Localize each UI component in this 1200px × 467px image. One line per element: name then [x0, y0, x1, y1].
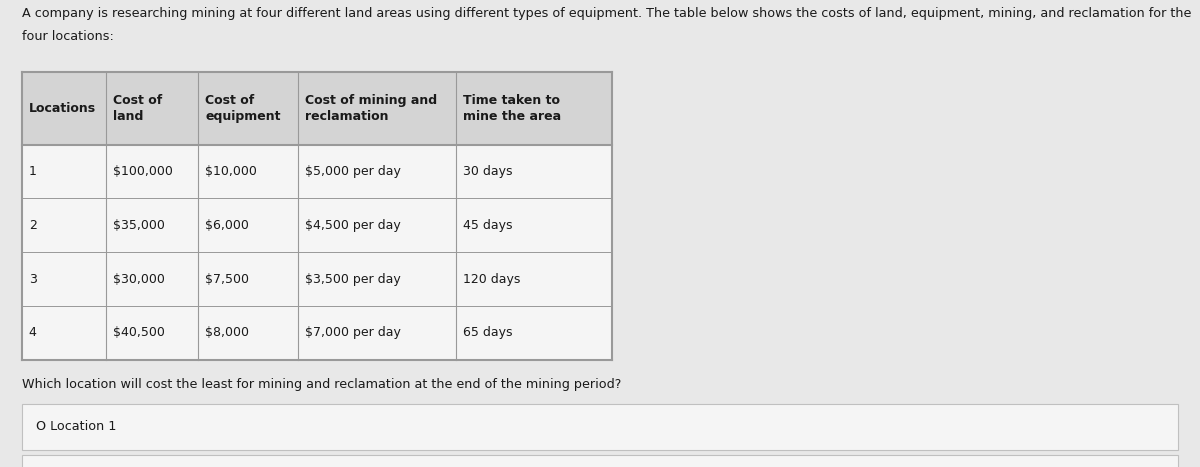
Text: Cost of mining and
reclamation: Cost of mining and reclamation [305, 94, 437, 123]
Text: 2: 2 [29, 219, 37, 232]
Text: 4: 4 [29, 326, 37, 339]
Text: $35,000: $35,000 [113, 219, 164, 232]
Text: A company is researching mining at four different land areas using different typ: A company is researching mining at four … [22, 7, 1190, 20]
Text: 30 days: 30 days [463, 165, 512, 178]
Text: 65 days: 65 days [463, 326, 512, 339]
Text: 1: 1 [29, 165, 37, 178]
FancyBboxPatch shape [22, 404, 1178, 450]
Text: $7,500: $7,500 [205, 273, 250, 285]
Text: $10,000: $10,000 [205, 165, 257, 178]
Text: O Location 1: O Location 1 [36, 420, 116, 433]
Text: Cost of
equipment: Cost of equipment [205, 94, 281, 123]
Text: $100,000: $100,000 [113, 165, 173, 178]
Text: 120 days: 120 days [463, 273, 521, 285]
Text: 45 days: 45 days [463, 219, 512, 232]
Text: $3,500 per day: $3,500 per day [305, 273, 401, 285]
Text: 3: 3 [29, 273, 37, 285]
Text: Time taken to
mine the area: Time taken to mine the area [463, 94, 562, 123]
Text: $7,000 per day: $7,000 per day [305, 326, 401, 339]
Text: Which location will cost the least for mining and reclamation at the end of the : Which location will cost the least for m… [22, 378, 620, 391]
FancyBboxPatch shape [22, 455, 1178, 467]
Text: $4,500 per day: $4,500 per day [305, 219, 401, 232]
Text: $8,000: $8,000 [205, 326, 250, 339]
Text: $30,000: $30,000 [113, 273, 164, 285]
FancyBboxPatch shape [22, 72, 612, 145]
Text: Locations: Locations [29, 102, 96, 115]
Text: four locations:: four locations: [22, 30, 114, 43]
Text: Cost of
land: Cost of land [113, 94, 162, 123]
Text: $5,000 per day: $5,000 per day [305, 165, 401, 178]
Text: $40,500: $40,500 [113, 326, 164, 339]
Text: $6,000: $6,000 [205, 219, 250, 232]
FancyBboxPatch shape [22, 72, 612, 360]
